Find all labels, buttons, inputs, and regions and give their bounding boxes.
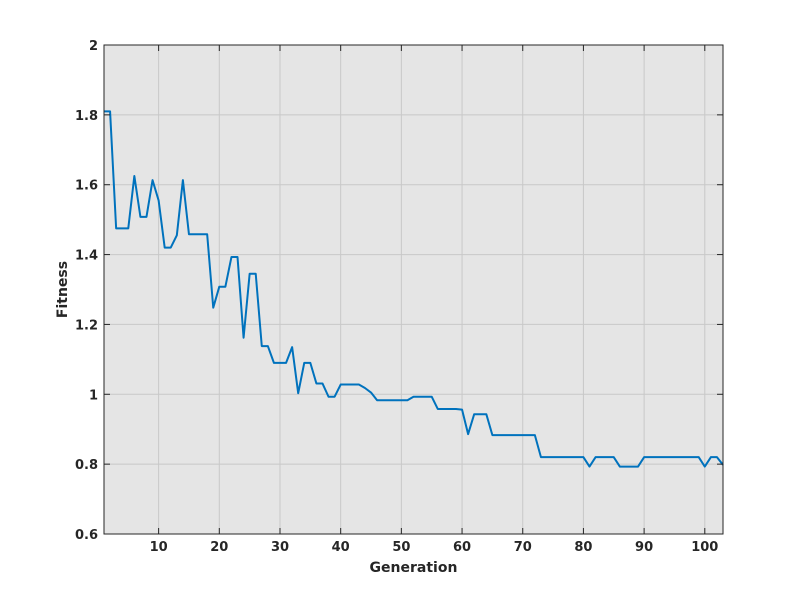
x-tick-label: 80 (574, 540, 592, 555)
axis-ticks: 10 20 30 40 50 60 70 80 90 100 0.6 0.8 1 1.2 1.4 1.6 1.8… (75, 39, 723, 555)
plot-area (104, 45, 723, 534)
y-tick-label: 0.6 (75, 528, 98, 543)
x-tick-label: 60 (453, 540, 471, 555)
x-tick-label: 100 (691, 540, 718, 555)
y-tick-label: 1.4 (75, 249, 98, 264)
y-tick-label: 1 (89, 388, 98, 403)
x-tick-label: 30 (271, 540, 289, 555)
y-tick-label: 2 (89, 39, 98, 54)
y-tick-label: 0.8 (75, 458, 98, 473)
y-axis-label: Fitness (55, 261, 71, 318)
plot-frame (103, 44, 724, 535)
y-tick-label: 1.8 (75, 109, 98, 124)
x-tick-label: 70 (514, 540, 532, 555)
x-tick-label: 90 (635, 540, 653, 555)
x-tick-label: 10 (150, 540, 168, 555)
y-tick-label: 1.2 (75, 318, 98, 333)
x-tick-label: 40 (332, 540, 350, 555)
x-tick-label: 20 (210, 540, 228, 555)
x-tick-label: 50 (392, 540, 410, 555)
x-axis-label: Generation (370, 560, 458, 576)
fitness-series-line (104, 110, 724, 468)
y-tick-label: 1.6 (75, 179, 98, 194)
